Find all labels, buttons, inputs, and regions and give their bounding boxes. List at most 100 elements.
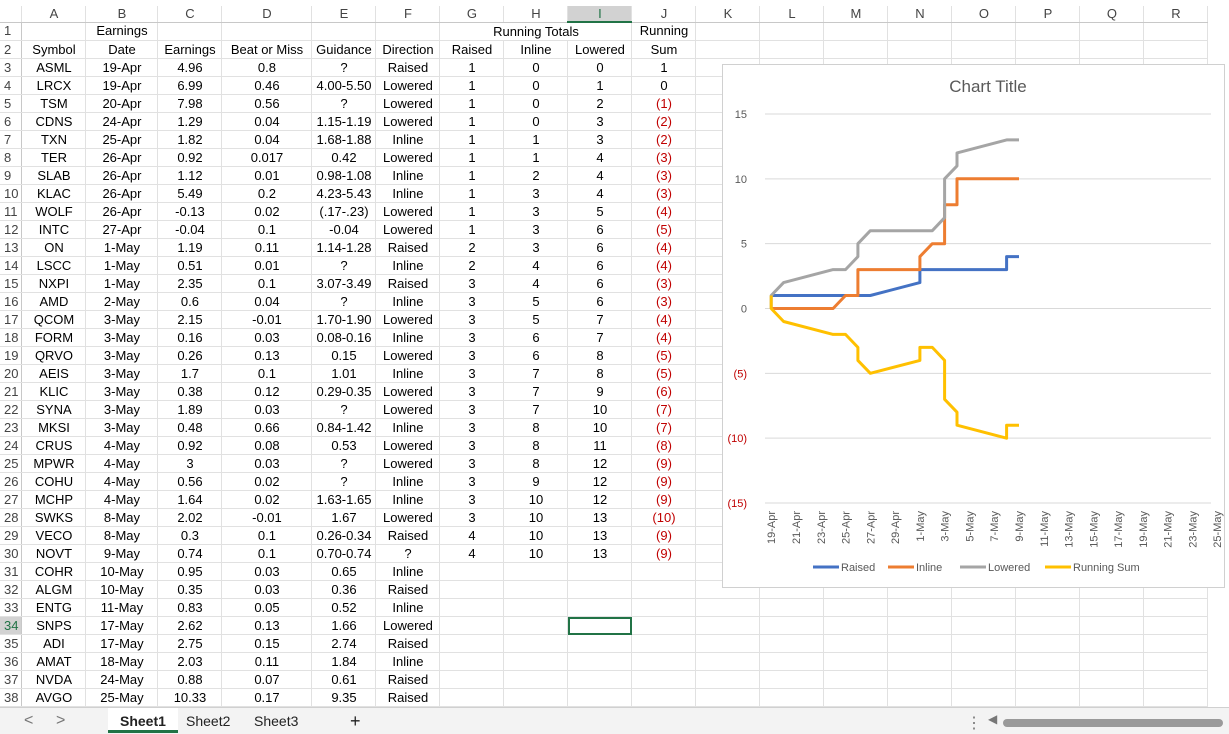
cell-b5[interactable]: 20-Apr (85, 94, 159, 113)
column-header-p[interactable]: P (1015, 6, 1081, 23)
cell-g14[interactable]: 2 (439, 256, 505, 275)
cell-j35[interactable] (631, 634, 697, 653)
cell-h20[interactable]: 7 (503, 364, 569, 383)
empty-cell[interactable] (823, 616, 889, 635)
cell-g7[interactable]: 1 (439, 130, 505, 149)
cell-a14[interactable]: LSCC (21, 256, 87, 275)
cell-d29[interactable]: 0.1 (221, 526, 313, 545)
cell-h32[interactable] (503, 580, 569, 599)
row-header-13[interactable]: 13 (0, 238, 23, 257)
cell-b7[interactable]: 25-Apr (85, 130, 159, 149)
header-c2[interactable]: Earnings (157, 40, 223, 59)
cell-a17[interactable]: QCOM (21, 310, 87, 329)
scroll-left-icon[interactable]: ◀ (988, 712, 998, 726)
empty-cell[interactable] (951, 688, 1017, 707)
row-header-6[interactable]: 6 (0, 112, 23, 131)
cell-a6[interactable]: CDNS (21, 112, 87, 131)
cell-b12[interactable]: 27-Apr (85, 220, 159, 239)
empty-cell[interactable] (759, 22, 825, 41)
cell-g29[interactable]: 4 (439, 526, 505, 545)
cell-i4[interactable]: 1 (567, 76, 633, 95)
cell-c16[interactable]: 0.6 (157, 292, 223, 311)
cell-f27[interactable]: Inline (375, 490, 441, 509)
cell-j1[interactable]: Running (631, 22, 697, 41)
row-header-32[interactable]: 32 (0, 580, 23, 599)
empty-cell[interactable] (1143, 634, 1209, 653)
empty-cell[interactable] (951, 706, 1017, 707)
cell-j22[interactable]: (7) (631, 400, 697, 419)
cell-f26[interactable]: Inline (375, 472, 441, 491)
cell-c10[interactable]: 5.49 (157, 184, 223, 203)
cell-c18[interactable]: 0.16 (157, 328, 223, 347)
cell-i33[interactable] (567, 598, 633, 617)
cell-f21[interactable]: Lowered (375, 382, 441, 401)
cell-d9[interactable]: 0.01 (221, 166, 313, 185)
cell-d27[interactable]: 0.02 (221, 490, 313, 509)
cell-j8[interactable]: (3) (631, 148, 697, 167)
cell-h16[interactable]: 5 (503, 292, 569, 311)
cell-g36[interactable] (439, 652, 505, 671)
cell-j3[interactable]: 1 (631, 58, 697, 77)
cell-j24[interactable]: (8) (631, 436, 697, 455)
cell-i25[interactable]: 12 (567, 454, 633, 473)
cell-j15[interactable]: (3) (631, 274, 697, 293)
cell-i8[interactable]: 4 (567, 148, 633, 167)
cell-f25[interactable]: Lowered (375, 454, 441, 473)
cell-a3[interactable]: ASML (21, 58, 87, 77)
cell-h29[interactable]: 10 (503, 526, 569, 545)
cell-g26[interactable]: 3 (439, 472, 505, 491)
cell-c23[interactable]: 0.48 (157, 418, 223, 437)
cell-e36[interactable]: 1.84 (311, 652, 377, 671)
cell-h12[interactable]: 3 (503, 220, 569, 239)
cell-h28[interactable]: 10 (503, 508, 569, 527)
tab-sheet2[interactable]: Sheet2 (186, 713, 231, 729)
empty-cell[interactable] (951, 670, 1017, 689)
cell-j5[interactable]: (1) (631, 94, 697, 113)
cell-e27[interactable]: 1.63-1.65 (311, 490, 377, 509)
cell-f8[interactable]: Lowered (375, 148, 441, 167)
cell-j32[interactable] (631, 580, 697, 599)
cell-j38[interactable] (631, 688, 697, 707)
cell-f18[interactable]: Inline (375, 328, 441, 347)
empty-cell[interactable] (887, 670, 953, 689)
cell-a9[interactable]: SLAB (21, 166, 87, 185)
cell-g6[interactable]: 1 (439, 112, 505, 131)
cell-b11[interactable]: 26-Apr (85, 202, 159, 221)
column-header-h[interactable]: H (503, 6, 569, 23)
cell-e30[interactable]: 0.70-0.74 (311, 544, 377, 563)
cell-c1[interactable] (157, 22, 223, 41)
cell-f28[interactable]: Lowered (375, 508, 441, 527)
cell-d16[interactable]: 0.04 (221, 292, 313, 311)
cell-e15[interactable]: 3.07-3.49 (311, 274, 377, 293)
cell-b35[interactable]: 17-May (85, 634, 159, 653)
cell-g24[interactable]: 3 (439, 436, 505, 455)
row-header-21[interactable]: 21 (0, 382, 23, 401)
cell-c28[interactable]: 2.02 (157, 508, 223, 527)
cell-i39[interactable] (567, 706, 633, 707)
cell-h4[interactable]: 0 (503, 76, 569, 95)
cell-e10[interactable]: 4.23-5.43 (311, 184, 377, 203)
empty-cell[interactable] (759, 706, 825, 707)
row-header-33[interactable]: 33 (0, 598, 23, 617)
header-g2[interactable]: Raised (439, 40, 505, 59)
header-e2[interactable]: Guidance (311, 40, 377, 59)
cell-i13[interactable]: 6 (567, 238, 633, 257)
cell-g16[interactable]: 3 (439, 292, 505, 311)
cell-i11[interactable]: 5 (567, 202, 633, 221)
cell-c26[interactable]: 0.56 (157, 472, 223, 491)
cell-j12[interactable]: (5) (631, 220, 697, 239)
cell-c6[interactable]: 1.29 (157, 112, 223, 131)
cell-i35[interactable] (567, 634, 633, 653)
empty-cell[interactable] (759, 688, 825, 707)
empty-cell[interactable] (887, 22, 953, 41)
cell-a16[interactable]: AMD (21, 292, 87, 311)
empty-cell[interactable] (823, 598, 889, 617)
cell-c13[interactable]: 1.19 (157, 238, 223, 257)
cell-g21[interactable]: 3 (439, 382, 505, 401)
cell-j39[interactable] (631, 706, 697, 707)
row-header-39[interactable]: 39 (0, 706, 23, 707)
empty-cell[interactable] (1079, 634, 1145, 653)
cell-j34[interactable] (631, 616, 697, 635)
empty-cell[interactable] (951, 634, 1017, 653)
cell-h27[interactable]: 10 (503, 490, 569, 509)
